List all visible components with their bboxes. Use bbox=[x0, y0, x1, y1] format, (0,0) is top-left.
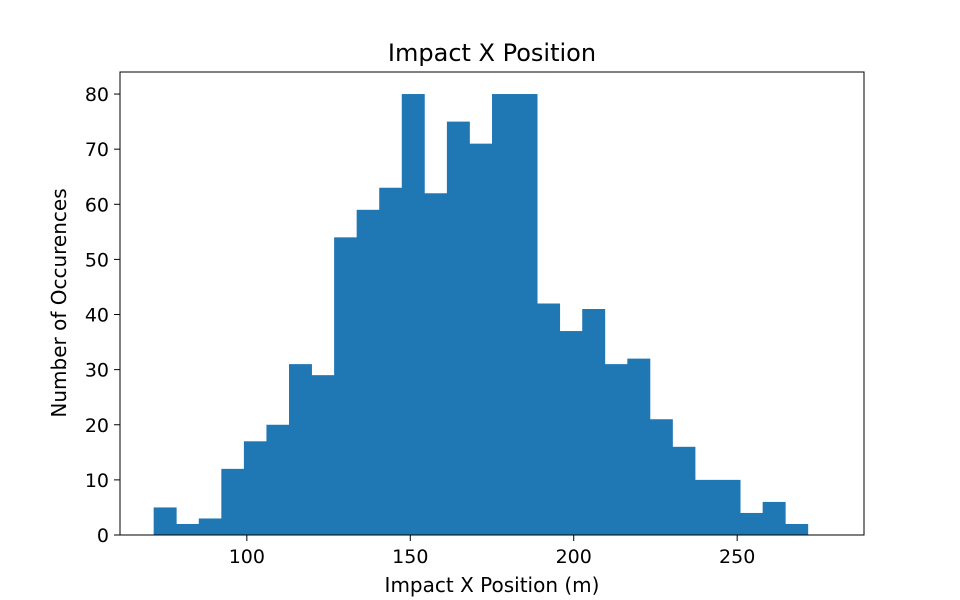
histogram-bar bbox=[153, 507, 177, 535]
y-tick-label: 60 bbox=[85, 194, 109, 216]
x-axis-label: Impact X Position (m) bbox=[385, 573, 600, 597]
histogram-bar bbox=[334, 237, 358, 535]
histogram-bar bbox=[762, 501, 786, 535]
y-tick-label: 40 bbox=[85, 305, 109, 327]
histogram-bar bbox=[559, 331, 583, 535]
histogram-bar bbox=[514, 94, 538, 536]
x-tick-label: 150 bbox=[392, 546, 428, 568]
y-tick-label: 70 bbox=[85, 139, 109, 161]
histogram-bar bbox=[469, 143, 493, 535]
histogram-bar bbox=[627, 358, 651, 535]
histogram-bar bbox=[401, 94, 425, 536]
histogram-bar bbox=[446, 121, 470, 535]
histogram-bar bbox=[379, 187, 403, 535]
x-axis: 100 150 200 250 bbox=[229, 535, 755, 568]
histogram-bar bbox=[537, 303, 561, 535]
x-tick-label: 250 bbox=[719, 546, 755, 568]
y-tick-label: 30 bbox=[85, 360, 109, 382]
histogram-bar bbox=[266, 424, 290, 535]
histogram-bar bbox=[356, 209, 380, 536]
histogram-bar bbox=[243, 441, 267, 535]
y-tick-label: 80 bbox=[85, 84, 109, 106]
histogram-bar bbox=[198, 518, 222, 535]
histogram-bar bbox=[785, 523, 809, 535]
histogram-bar bbox=[582, 309, 606, 535]
x-tick-label: 200 bbox=[556, 546, 592, 568]
x-tick-label: 100 bbox=[229, 546, 265, 568]
histogram-bar bbox=[221, 468, 245, 535]
histogram-bar bbox=[649, 419, 673, 535]
histogram-bar bbox=[740, 512, 764, 535]
y-tick-label: 10 bbox=[85, 470, 109, 492]
y-axis-label: Number of Occurences bbox=[47, 188, 71, 417]
y-tick-label: 50 bbox=[85, 249, 109, 271]
histogram-bar bbox=[604, 364, 628, 535]
chart-title: Impact X Position bbox=[388, 39, 596, 67]
y-tick-label: 0 bbox=[97, 525, 109, 547]
histogram-bar bbox=[311, 375, 335, 535]
histogram-bar bbox=[289, 364, 312, 535]
histogram-bar bbox=[672, 446, 696, 535]
bars-group bbox=[153, 94, 809, 536]
histogram-bar bbox=[717, 479, 741, 535]
plot-frame bbox=[119, 71, 865, 536]
histogram-bar bbox=[694, 479, 718, 535]
histogram-bar bbox=[492, 94, 515, 536]
histogram-bar bbox=[176, 523, 200, 535]
y-tick-label: 20 bbox=[85, 415, 109, 437]
y-axis: 0 10 20 30 40 50 60 70 80 bbox=[85, 84, 120, 547]
histogram-bar bbox=[424, 193, 448, 535]
